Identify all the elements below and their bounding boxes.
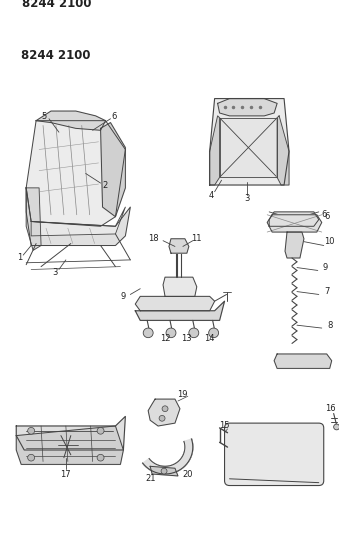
Text: 3: 3 [245,194,250,203]
FancyBboxPatch shape [224,423,324,486]
Text: 14: 14 [204,334,215,343]
Text: 15: 15 [219,421,230,430]
Circle shape [159,415,165,421]
Circle shape [161,469,167,474]
Text: 6: 6 [112,112,117,122]
Text: 13: 13 [182,334,192,343]
Text: 9: 9 [121,292,126,301]
Polygon shape [267,215,322,232]
Text: 5: 5 [41,112,47,122]
Text: 3: 3 [52,268,58,277]
Text: 11: 11 [191,235,202,243]
Text: 1: 1 [17,253,22,262]
Polygon shape [163,277,197,296]
Polygon shape [31,207,125,236]
Text: 2: 2 [102,181,107,190]
Circle shape [189,328,199,338]
Text: 4: 4 [209,191,214,200]
Polygon shape [26,188,41,251]
Text: 6: 6 [324,212,329,221]
Circle shape [28,427,35,434]
Text: 8244 2100: 8244 2100 [21,49,91,62]
Polygon shape [150,466,178,476]
Polygon shape [285,232,304,258]
Circle shape [162,406,168,411]
Circle shape [209,328,219,338]
Text: 20: 20 [183,470,193,479]
Text: 19: 19 [177,390,187,399]
Polygon shape [277,116,289,185]
Polygon shape [169,239,189,253]
Polygon shape [210,116,220,185]
Polygon shape [36,111,105,130]
Text: 17: 17 [61,470,71,479]
Text: 7: 7 [324,287,329,296]
Polygon shape [210,99,289,185]
Text: 9: 9 [322,263,327,272]
Polygon shape [16,426,123,464]
Circle shape [97,454,104,461]
Polygon shape [143,439,193,474]
Polygon shape [218,99,277,116]
Polygon shape [220,118,277,177]
Polygon shape [135,296,215,311]
Polygon shape [26,120,125,227]
Polygon shape [101,123,125,217]
Text: 21: 21 [145,474,155,483]
Polygon shape [274,354,332,368]
Polygon shape [26,188,130,246]
Circle shape [97,427,104,434]
Text: 10: 10 [324,237,335,246]
Polygon shape [135,301,224,320]
Text: 8: 8 [327,321,333,330]
Text: 18: 18 [148,235,158,243]
Polygon shape [148,399,180,426]
Circle shape [334,424,340,430]
Text: 12: 12 [160,334,170,343]
Text: 16: 16 [325,404,336,413]
Text: 8244 2100: 8244 2100 [22,0,91,10]
Text: 6: 6 [321,210,326,219]
Polygon shape [16,416,125,450]
Circle shape [143,328,153,338]
Polygon shape [269,212,319,227]
Circle shape [28,454,35,461]
Circle shape [166,328,176,338]
